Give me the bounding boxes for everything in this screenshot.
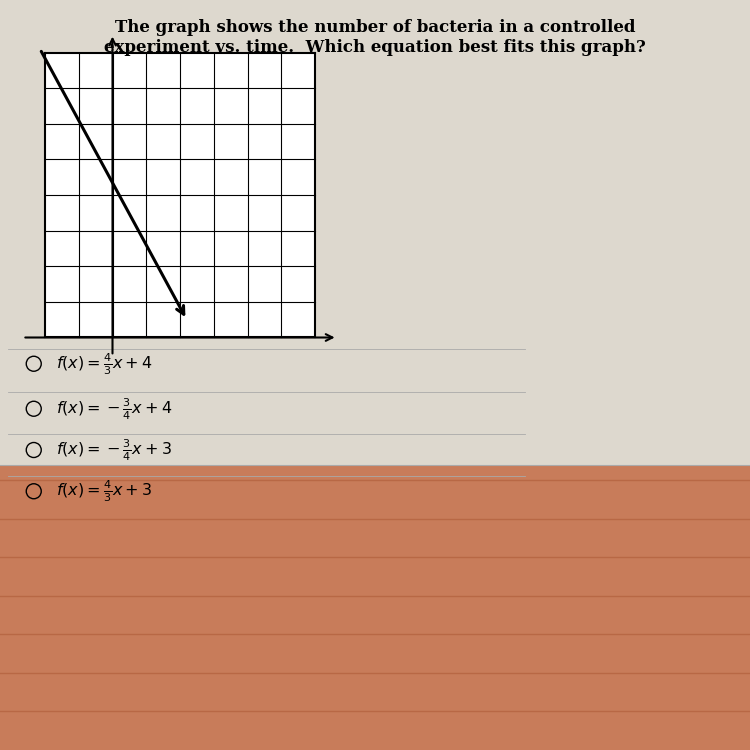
Text: $f(x) = \frac{4}{3}x + 4$: $f(x) = \frac{4}{3}x + 4$ <box>56 351 153 376</box>
Bar <box>45 53 315 338</box>
Text: The graph shows the number of bacteria in a controlled: The graph shows the number of bacteria i… <box>115 19 635 36</box>
Text: $f(x) = \frac{4}{3}x + 3$: $f(x) = \frac{4}{3}x + 3$ <box>56 478 152 504</box>
Bar <box>0 0 750 465</box>
Text: experiment vs. time.  Which equation best fits this graph?: experiment vs. time. Which equation best… <box>104 39 646 56</box>
Text: $f(x) = -\frac{3}{4}x + 3$: $f(x) = -\frac{3}{4}x + 3$ <box>56 437 172 463</box>
Text: $f(x) = -\frac{3}{4}x + 4$: $f(x) = -\frac{3}{4}x + 4$ <box>56 396 172 422</box>
Bar <box>0 465 750 750</box>
